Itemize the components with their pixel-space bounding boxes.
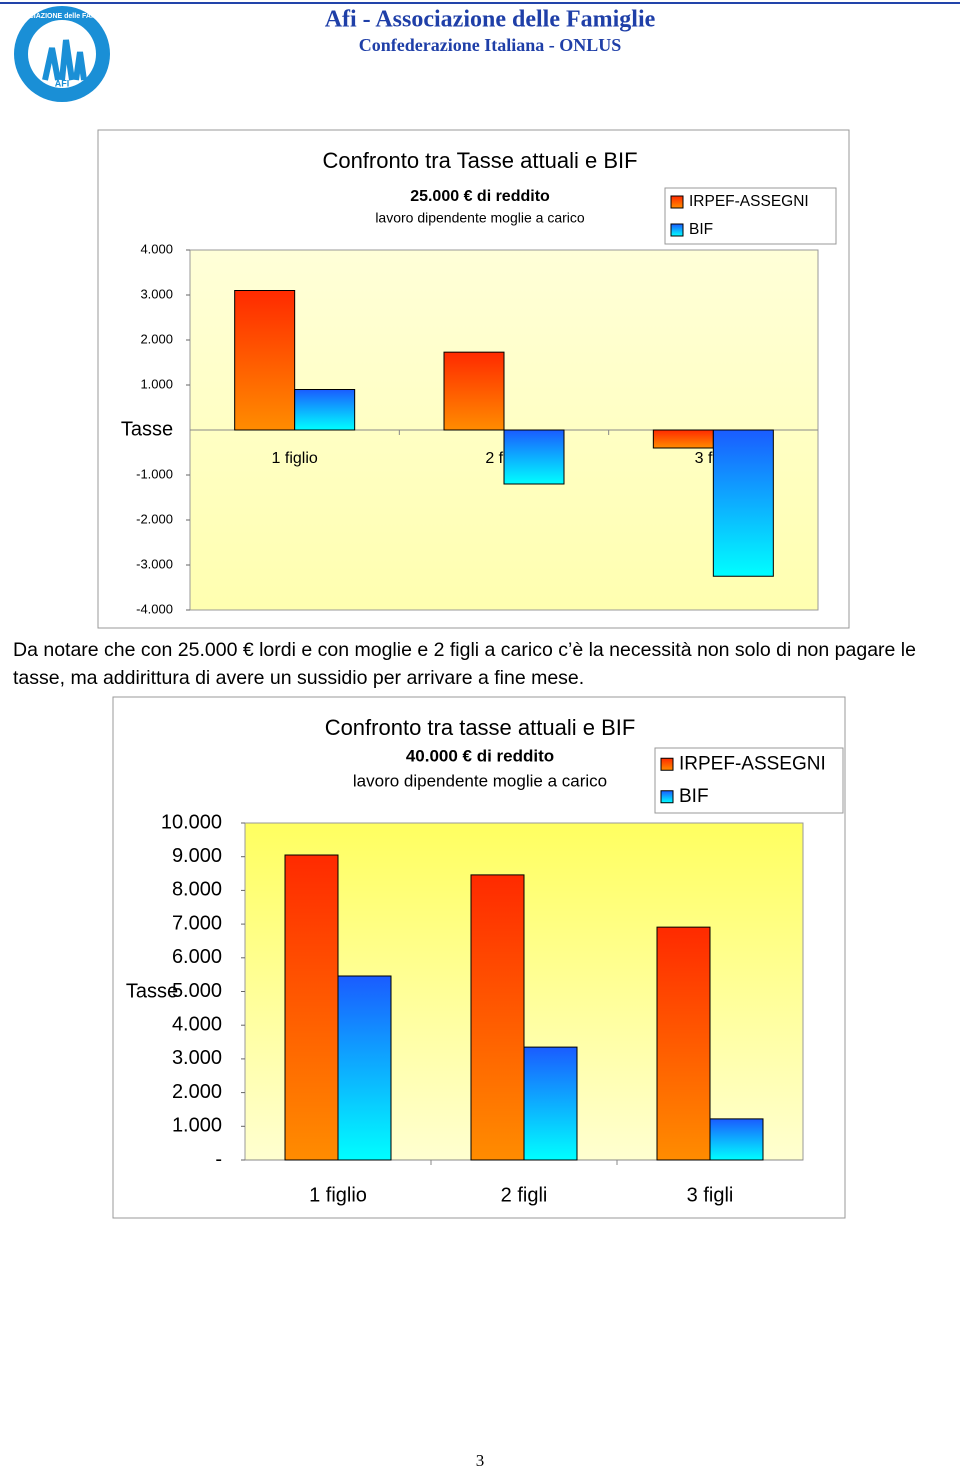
legend-swatch (660, 790, 674, 804)
legend-swatch (670, 195, 684, 209)
bar (337, 975, 392, 1161)
chart-title: Confronto tra tasse attuali e BIF (325, 715, 636, 740)
x-tick-label: 3 figli (687, 1184, 734, 1206)
y-tick-label: 9.000 (172, 845, 222, 867)
legend-box (664, 187, 837, 245)
header-title: Afi - Associazione delle Famiglie (325, 7, 656, 33)
y-tick-label: 4.000 (172, 1013, 222, 1035)
bar (709, 1118, 764, 1161)
legend-label: IRPEF-ASSEGNI (679, 753, 826, 774)
y-tick-label: - (215, 1148, 222, 1170)
y-tick-label: 7.000 (172, 912, 222, 934)
y-tick-label: 3.000 (140, 286, 173, 301)
y-tick-label: 3.000 (172, 1047, 222, 1069)
chart-subtitle: lavoro dipendente moglie a carico (375, 210, 585, 226)
chart-subtitle: lavoro dipendente moglie a carico (353, 771, 607, 790)
bar (234, 290, 296, 431)
y-tick-label: 10.000 (161, 811, 222, 833)
x-tick-label: 2 figli (501, 1184, 548, 1206)
bar (523, 1046, 578, 1161)
bar (712, 429, 774, 577)
bar (470, 874, 525, 1161)
bar (284, 854, 339, 1161)
chart-title: Confronto tra Tasse attuali e BIF (322, 148, 637, 173)
chart-subtitle: 25.000 € di reddito (410, 188, 550, 205)
legend-label: BIF (689, 221, 713, 238)
y-tick-label: 5.000 (172, 980, 222, 1002)
y-tick-label: 2.000 (172, 1081, 222, 1103)
y-tick-label: -2.000 (136, 511, 173, 526)
legend-box (654, 747, 844, 814)
legend-label: BIF (679, 786, 709, 807)
logo-label: AFI (55, 78, 70, 88)
chart-subtitle: 40.000 € di reddito (406, 746, 554, 765)
legend-label: IRPEF-ASSEGNI (689, 193, 809, 210)
page-number: 3 (476, 1451, 485, 1469)
x-tick-label: 1 figlio (309, 1184, 367, 1206)
y-axis-label: Tasse (121, 418, 173, 440)
y-tick-label: 1.000 (140, 376, 173, 391)
logo: ASSOCIAZIONE delle FAMIGLIE AFI (9, 6, 116, 102)
note: Da notare che con 25.000 € lordi e con m… (13, 639, 916, 689)
y-tick-label: 1.000 (172, 1115, 222, 1137)
x-tick-label: 1 figlio (272, 450, 318, 467)
bar (652, 429, 714, 449)
y-tick-label: 6.000 (172, 946, 222, 968)
legend-swatch (660, 757, 674, 771)
bar (294, 389, 356, 431)
y-tick-label: 2.000 (140, 331, 173, 346)
logo-text: ASSOCIAZIONE delle FAMIGLIE (9, 13, 116, 20)
y-axis-label: Tasse (126, 980, 178, 1002)
bar (443, 351, 505, 431)
y-tick-label: 4.000 (140, 241, 173, 256)
y-tick-label: -3.000 (136, 556, 173, 571)
header-subtitle: Confederazione Italiana - ONLUS (359, 35, 622, 55)
bar (503, 429, 565, 485)
bar (656, 926, 711, 1161)
legend-swatch (670, 223, 684, 237)
y-tick-label: -1.000 (136, 466, 173, 481)
y-tick-label: -4.000 (136, 601, 173, 616)
y-tick-label: 8.000 (172, 879, 222, 901)
